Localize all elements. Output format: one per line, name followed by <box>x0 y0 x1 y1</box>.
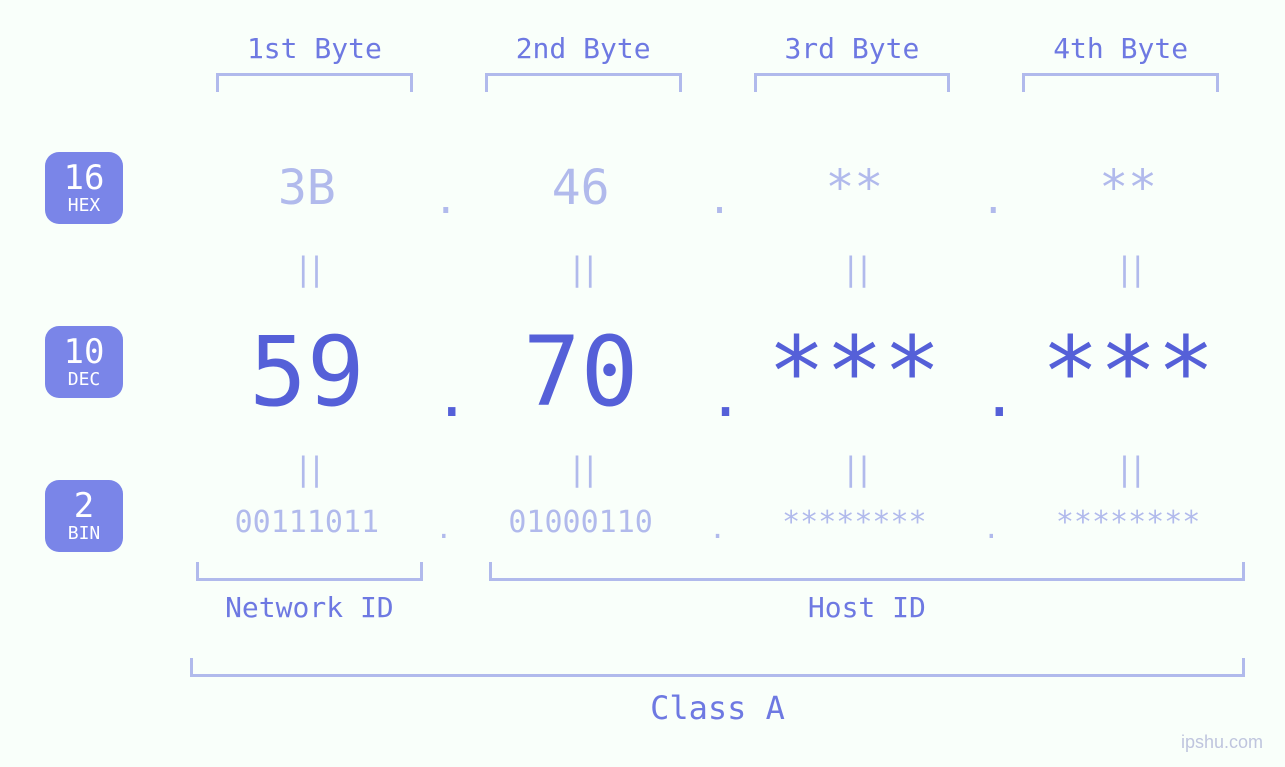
network-id-col: Network ID <box>180 562 439 624</box>
dec-byte-4: *** <box>1001 316 1255 428</box>
dot-sep: . <box>708 337 728 407</box>
byte-header-3: 3rd Byte <box>718 32 987 102</box>
equals-icon: || <box>180 250 434 288</box>
byte-header-3-label: 3rd Byte <box>718 32 987 65</box>
byte-header-1-label: 1st Byte <box>180 32 449 65</box>
badge-dec-base: 10 <box>64 335 105 369</box>
equals-icon: || <box>454 250 708 288</box>
top-bracket-3 <box>754 73 951 92</box>
id-brackets-row: Network ID Host ID <box>180 562 1255 624</box>
top-bracket-4 <box>1022 73 1219 92</box>
badge-dec-label: DEC <box>68 371 101 389</box>
base-badge-hex: 16 HEX <box>45 152 123 224</box>
dec-row: 59 . 70 . *** . *** <box>180 312 1255 432</box>
top-bracket-1 <box>216 73 413 92</box>
dot-sep: . <box>434 177 454 223</box>
equals-row-1: || || || || <box>180 250 1255 288</box>
class-bracket-row: Class A <box>180 658 1255 727</box>
class-label: Class A <box>180 689 1255 727</box>
bin-row: 00111011 . 01000110 . ******** . *******… <box>180 492 1255 552</box>
badge-bin-label: BIN <box>68 525 101 543</box>
watermark: ipshu.com <box>1181 732 1263 753</box>
hex-row: 3B . 46 . ** . ** <box>180 152 1255 224</box>
dec-byte-2: 70 <box>454 316 708 428</box>
byte-header-4: 4th Byte <box>986 32 1255 102</box>
hex-byte-4: ** <box>1001 160 1255 216</box>
dot-sep: . <box>434 337 454 407</box>
hex-byte-1: 3B <box>180 160 434 216</box>
equals-icon: || <box>180 450 434 488</box>
equals-row-2: || || || || <box>180 450 1255 488</box>
hex-byte-3: ** <box>728 160 982 216</box>
host-id-label: Host ID <box>479 591 1255 624</box>
byte-columns: 1st Byte 2nd Byte 3rd Byte 4th Byte 3B .… <box>180 32 1255 767</box>
bottom-bracket-network <box>196 562 423 581</box>
dot-sep: . <box>708 506 728 539</box>
dot-sep: . <box>708 177 728 223</box>
bin-byte-2: 01000110 <box>454 505 708 540</box>
equals-icon: || <box>728 250 982 288</box>
byte-header-row: 1st Byte 2nd Byte 3rd Byte 4th Byte <box>180 32 1255 102</box>
equals-icon: || <box>728 450 982 488</box>
byte-header-2-label: 2nd Byte <box>449 32 718 65</box>
dec-byte-1: 59 <box>180 316 434 428</box>
dot-sep: . <box>981 506 1001 539</box>
bottom-bracket-class <box>190 658 1245 677</box>
byte-header-1: 1st Byte <box>180 32 449 102</box>
base-badge-bin: 2 BIN <box>45 480 123 552</box>
bin-byte-4: ******** <box>1001 505 1255 540</box>
hex-byte-2: 46 <box>454 160 708 216</box>
dot-sep: . <box>981 337 1001 407</box>
base-badge-dec: 10 DEC <box>45 326 123 398</box>
network-id-label: Network ID <box>180 591 439 624</box>
top-bracket-2 <box>485 73 682 92</box>
bottom-bracket-host <box>489 562 1245 581</box>
dot-sep: . <box>981 177 1001 223</box>
ip-diagram: 16 HEX 10 DEC 2 BIN 1st Byte 2nd Byte 3r… <box>0 0 1285 767</box>
equals-icon: || <box>1001 250 1255 288</box>
badge-hex-base: 16 <box>64 161 105 195</box>
host-id-col: Host ID <box>479 562 1255 624</box>
byte-header-4-label: 4th Byte <box>986 32 1255 65</box>
badge-hex-label: HEX <box>68 197 101 215</box>
equals-icon: || <box>454 450 708 488</box>
bin-byte-3: ******** <box>728 505 982 540</box>
byte-header-2: 2nd Byte <box>449 32 718 102</box>
badge-bin-base: 2 <box>74 489 94 523</box>
bin-byte-1: 00111011 <box>180 505 434 540</box>
dec-byte-3: *** <box>728 316 982 428</box>
dot-sep: . <box>434 506 454 539</box>
equals-icon: || <box>1001 450 1255 488</box>
